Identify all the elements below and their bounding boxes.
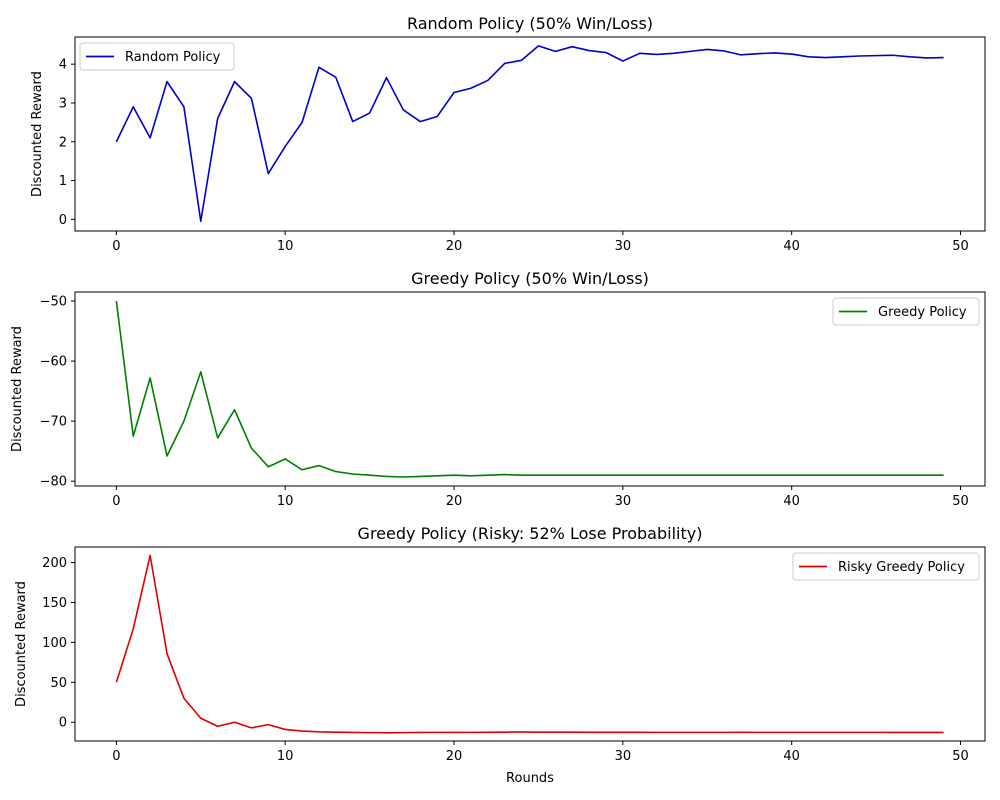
y-tick-label: 200 (42, 556, 67, 571)
x-tick-label: 50 (952, 494, 969, 509)
x-tick-label: 20 (446, 494, 463, 509)
x-tick-label: 10 (277, 749, 294, 764)
chart-title: Random Policy (50% Win/Loss) (407, 14, 653, 33)
series-line (115, 45, 944, 223)
x-tick-label: 0 (112, 494, 120, 509)
y-tick-label: 3 (59, 96, 67, 111)
y-axis-label: Discounted Reward (10, 326, 25, 452)
x-tick-label: 0 (112, 239, 120, 254)
greedy-policy-subplot: Greedy Policy (50% Win/Loss) Discounted … (10, 269, 986, 509)
series-line (115, 554, 944, 734)
legend-label: Risky Greedy Policy (838, 560, 965, 575)
x-tick-label: 40 (783, 494, 800, 509)
x-axis-label: Rounds (506, 771, 554, 786)
plot-frame (74, 546, 986, 742)
chart-title: Greedy Policy (50% Win/Loss) (411, 269, 649, 288)
legend-box (79, 42, 235, 71)
x-tick-label: 20 (446, 749, 463, 764)
y-tick-label: 0 (59, 716, 67, 731)
legend: Risky Greedy Policy (792, 552, 980, 581)
y-axis-label: Discounted Reward (14, 581, 29, 707)
y-tick-label: −80 (40, 475, 67, 490)
x-tick-label: 0 (112, 749, 120, 764)
y-tick-label: 150 (42, 596, 67, 611)
y-tick-label: 0 (59, 213, 67, 228)
y-tick-label: 1 (59, 174, 67, 189)
y-axis-label: Discounted Reward (30, 71, 45, 197)
x-tick-label: 10 (277, 494, 294, 509)
x-tick-label: 30 (615, 239, 632, 254)
legend: Greedy Policy (832, 297, 980, 326)
y-tick-label: 100 (42, 636, 67, 651)
risky-greedy-policy-subplot: Greedy Policy (Risky: 52% Lose Probabili… (14, 524, 986, 786)
plot-frame (74, 291, 986, 487)
series-line (115, 300, 944, 478)
chart-title: Greedy Policy (Risky: 52% Lose Probabili… (358, 524, 703, 543)
legend: Random Policy (79, 42, 235, 71)
x-tick-label: 30 (615, 494, 632, 509)
x-tick-label: 10 (277, 239, 294, 254)
x-tick-label: 50 (952, 749, 969, 764)
random-policy-subplot: Random Policy (50% Win/Loss) Discounted … (30, 14, 986, 254)
legend-label: Random Policy (125, 50, 221, 65)
x-tick-label: 30 (615, 749, 632, 764)
plot-frame (74, 36, 986, 232)
legend-label: Greedy Policy (878, 305, 967, 320)
y-tick-label: −70 (40, 415, 67, 430)
x-tick-label: 40 (783, 749, 800, 764)
legend-box (792, 552, 980, 581)
x-tick-label: 20 (446, 239, 463, 254)
y-tick-label: 2 (59, 135, 67, 150)
y-tick-label: 50 (50, 676, 67, 691)
legend-box (832, 297, 980, 326)
y-tick-label: −60 (40, 355, 67, 370)
y-tick-label: −50 (40, 295, 67, 310)
x-tick-label: 50 (952, 239, 969, 254)
y-tick-label: 4 (59, 58, 67, 73)
x-tick-label: 40 (783, 239, 800, 254)
